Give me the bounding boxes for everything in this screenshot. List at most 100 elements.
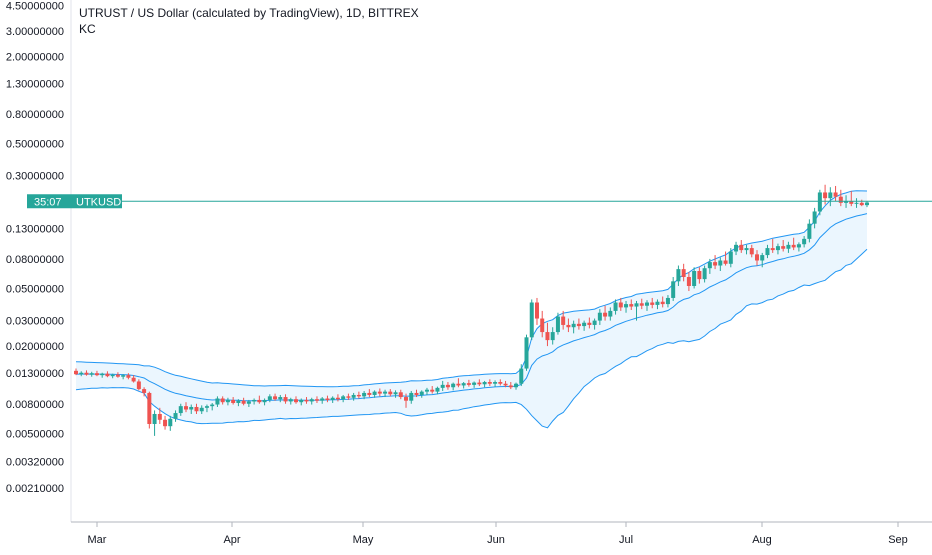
price-tag-background [27,194,122,209]
candle-body [121,375,126,377]
y-tick-label: 0.50000000 [6,139,64,151]
y-tick-label: 0.08000000 [6,254,64,266]
candle-body [749,248,754,255]
candle-body [194,406,199,412]
candle-body [817,192,822,212]
candle-body [404,397,409,401]
y-tick-label: 0.00800000 [6,399,64,411]
candle-body [686,276,691,286]
candle-body [163,419,168,427]
candle-body [231,399,236,403]
candle-body [781,246,786,249]
candle-body [472,382,477,385]
candle-body [84,372,89,375]
indicator-label[interactable]: KC [79,22,96,36]
candle-body [493,382,498,384]
y-tick-label: 0.80000000 [6,109,64,121]
candle-body [262,399,267,403]
candle-body [351,394,356,398]
candle-body [131,377,136,382]
candle-body [765,248,770,256]
candle-body [299,399,304,403]
candle-body [524,337,529,369]
candle-body [514,383,519,388]
candle-body [367,392,372,395]
candle-body [440,384,445,388]
candle-body [713,262,718,266]
candle-body [482,382,487,385]
candle-body [655,301,660,305]
candle-body [791,244,796,248]
candle-body [147,392,152,424]
candle-body [603,312,608,317]
candle-body [309,399,314,402]
candle-body [220,398,225,403]
y-tick-label: 0.02000000 [6,341,64,353]
candle-body [754,254,759,261]
candle-body [215,398,220,405]
candle-body [545,332,550,341]
y-tick-label: 0.05000000 [6,283,64,295]
candle-body [346,396,351,398]
candle-body [419,391,424,395]
candle-body [278,397,283,400]
candle-body [157,413,162,420]
candle-body [89,373,94,375]
candle-body [372,391,377,395]
candle-body [142,389,147,393]
candle-body [320,398,325,401]
candle-body [241,400,246,404]
y-tick-label: 3.00000000 [6,26,64,38]
price-tag[interactable]: 35:07 UTKUSD [27,194,122,209]
candle-body [252,399,257,402]
candle-body [456,383,461,386]
candle-body [94,373,99,376]
candle-body [388,391,393,395]
y-tick-label: 0.00210000 [6,483,64,495]
candle-body [629,304,634,307]
candle-body [618,302,623,308]
y-tick-label: 0.00320000 [6,456,64,468]
candle-body [210,404,215,407]
price-tag-countdown: 35:07 [34,196,62,208]
candle-body [105,373,110,377]
candle-body [173,413,178,419]
candle-body [115,374,120,377]
candle-body [582,322,587,327]
candle-body [79,372,84,375]
candle-body [859,202,864,206]
candle-body [807,223,812,239]
candle-body [178,406,183,414]
x-axis: Mar Apr May Jun Jul Aug Sep [88,522,908,546]
keltner-basis [75,213,868,402]
x-tick-label: Aug [752,534,772,546]
candle-body [341,396,346,400]
candle-body [461,383,466,386]
chart-title: UTRUST / US Dollar (calculated by Tradin… [79,6,419,20]
candle-body [802,238,807,245]
candle-body [126,375,131,378]
candle-body [613,302,618,311]
y-axis: 4.50000000 3.00000000 2.00000000 1.30000000… [6,0,64,495]
candle-body [739,244,744,251]
candle-body [267,396,272,400]
candle-body [587,322,592,325]
candle-body [823,192,828,199]
x-tick-label: May [353,534,374,546]
candle-body [430,389,435,392]
candle-body [152,413,157,424]
candle-body [304,399,309,402]
candle-body [660,301,665,305]
candle-body [335,397,340,400]
candle-body [498,382,503,384]
candle-body [770,248,775,251]
x-tick-label: Apr [223,534,240,546]
candle-body [519,368,524,384]
candle-body [639,303,644,306]
candle-body [288,399,293,402]
candle-body [676,269,681,282]
candle-body [435,387,440,392]
candle-body [671,281,676,298]
y-tick-label: 4.50000000 [6,0,64,12]
